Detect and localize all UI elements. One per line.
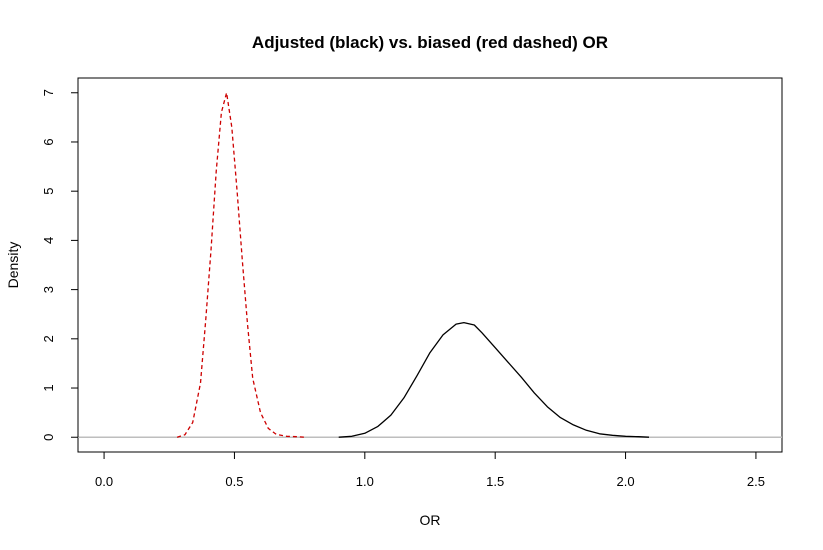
series-layer (176, 92, 650, 438)
y-tick-label: 0 (41, 434, 56, 441)
x-tick-label: 0.0 (95, 474, 113, 489)
y-axis-label: Density (5, 242, 21, 289)
y-tick-label: 4 (41, 237, 56, 244)
series-line-0 (338, 321, 650, 438)
x-axis: 0.0 0.5 1.0 1.5 2.0 2.5 (95, 451, 765, 489)
y-tick-label: 3 (41, 286, 56, 293)
x-axis-label: OR (420, 512, 441, 528)
x-tick-label: 1.0 (356, 474, 374, 489)
x-tick-label: 2.0 (617, 474, 635, 489)
y-tick-label: 7 (41, 89, 56, 96)
y-tick-label: 5 (41, 188, 56, 195)
plot-frame (77, 77, 783, 453)
x-tick-label: 2.5 (747, 474, 765, 489)
x-tick-label: 0.5 (225, 474, 243, 489)
x-tick-label: 1.5 (486, 474, 504, 489)
y-tick-label: 2 (41, 335, 56, 342)
series-line-1 (176, 92, 305, 438)
chart-title: Adjusted (black) vs. biased (red dashed)… (252, 33, 608, 52)
y-axis: 0 1 2 3 4 5 6 7 (41, 89, 79, 441)
y-tick-label: 6 (41, 138, 56, 145)
y-tick-label: 1 (41, 384, 56, 391)
